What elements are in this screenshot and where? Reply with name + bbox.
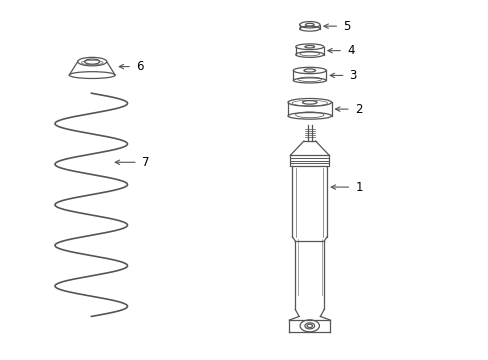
Text: 7: 7 — [142, 156, 149, 169]
Text: 3: 3 — [349, 69, 356, 82]
Text: 6: 6 — [136, 60, 143, 73]
Text: 2: 2 — [354, 103, 362, 116]
Text: 1: 1 — [354, 181, 362, 194]
Ellipse shape — [305, 323, 314, 329]
Text: 4: 4 — [346, 44, 354, 57]
Text: 5: 5 — [343, 20, 350, 33]
